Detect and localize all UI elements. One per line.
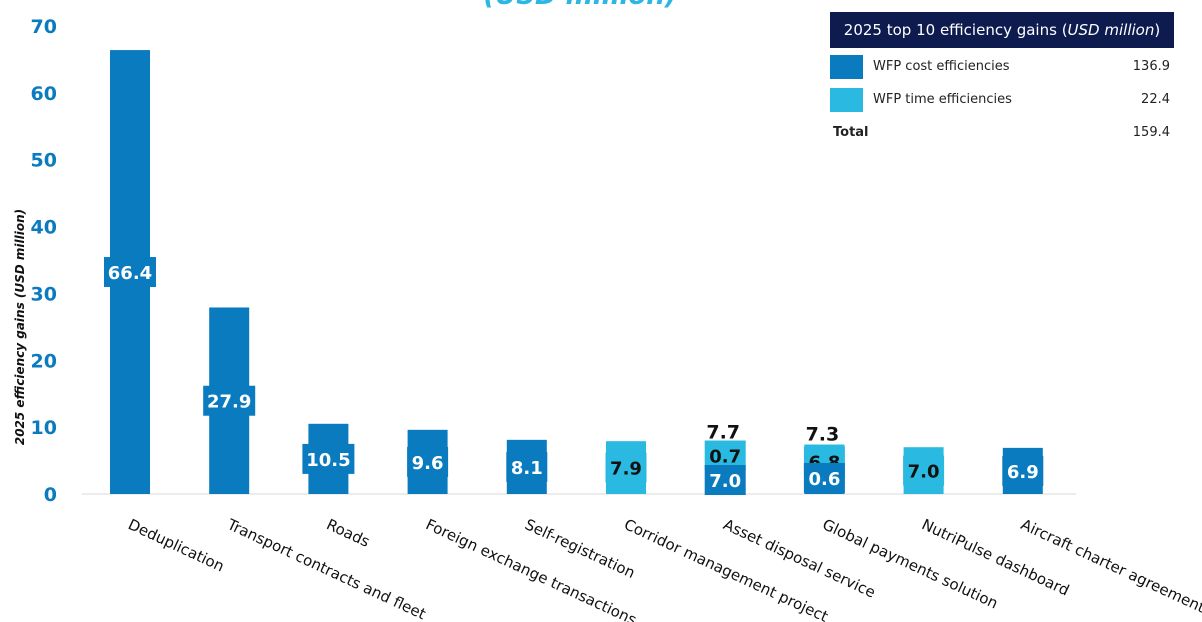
legend-title-text: 2025 top 10 efficiency gains bbox=[843, 21, 1057, 39]
data-label: 66.4 bbox=[108, 263, 152, 284]
legend-value-cost: 136.9 bbox=[1132, 59, 1170, 74]
y-tick-label: 10 bbox=[31, 417, 57, 439]
data-label-box bbox=[1002, 455, 1044, 486]
data-label: 10.5 bbox=[306, 450, 350, 471]
data-label: 7.9 bbox=[610, 459, 642, 480]
y-axis-label: 2025 efficiency gains (USD million) bbox=[13, 209, 27, 445]
legend-label-cost: WFP cost efficiencies bbox=[873, 59, 1010, 74]
data-label-box bbox=[302, 443, 355, 474]
legend-swatch-time bbox=[830, 88, 863, 112]
data-label: 27.9 bbox=[207, 392, 251, 413]
y-tick-label: 30 bbox=[31, 283, 57, 305]
y-tick-label: 50 bbox=[31, 150, 57, 172]
data-label: 6.9 bbox=[1007, 462, 1039, 483]
data-label-box bbox=[803, 463, 845, 493]
category-label: Deduplication bbox=[125, 515, 227, 575]
y-tick-label: 20 bbox=[31, 350, 57, 372]
data-label: 7.0 bbox=[908, 462, 940, 483]
data-label-box bbox=[605, 452, 647, 483]
data-label: 9.6 bbox=[412, 453, 444, 474]
legend-row-cost: WFP cost efficiencies 136.9 bbox=[830, 48, 1174, 81]
legend-label-time: WFP time efficiencies bbox=[873, 92, 1012, 107]
y-axis-ticks: 0 10 20 30 40 50 60 70 bbox=[31, 16, 57, 506]
category-label: Aircraft charter agreements bbox=[1018, 515, 1202, 620]
legend: 2025 top 10 efficiency gains (USD millio… bbox=[830, 12, 1174, 147]
y-tick-label: 40 bbox=[31, 217, 57, 239]
data-label-box bbox=[407, 446, 449, 477]
y-tick-label: 60 bbox=[31, 83, 57, 105]
legend-swatch-cost bbox=[830, 55, 863, 79]
legend-row-time: WFP time efficiencies 22.4 bbox=[830, 81, 1174, 114]
data-label-box bbox=[104, 257, 156, 288]
data-label-box bbox=[903, 455, 945, 486]
data-label: 0.6 bbox=[808, 469, 840, 490]
legend-row-total: Total 159.4 bbox=[830, 114, 1174, 147]
stack-total-label: 7.7 bbox=[706, 422, 740, 444]
y-tick-label: 0 bbox=[44, 484, 57, 506]
data-label: 8.1 bbox=[511, 458, 543, 479]
bars: 66.427.910.59.68.17.90.77.06.80.67.06.97… bbox=[104, 50, 1044, 495]
y-tick-label: 70 bbox=[31, 16, 57, 38]
data-label: 0.7 bbox=[709, 447, 741, 468]
legend-title-unit: USD million bbox=[1067, 21, 1155, 39]
data-label: 7.0 bbox=[709, 471, 741, 492]
stack-total-label: 7.3 bbox=[806, 424, 840, 446]
legend-value-time: 22.4 bbox=[1141, 92, 1170, 107]
data-label-box bbox=[506, 451, 548, 482]
chart-title-fragment: (USD million) bbox=[483, 0, 676, 11]
legend-title: 2025 top 10 efficiency gains (USD millio… bbox=[830, 12, 1174, 48]
legend-label-total: Total bbox=[833, 125, 869, 140]
category-label: Roads bbox=[324, 515, 373, 551]
legend-value-total: 159.4 bbox=[1132, 125, 1170, 140]
data-label-box bbox=[203, 385, 256, 416]
category-label: Global payments solution bbox=[820, 515, 1001, 612]
data-label-box bbox=[704, 465, 746, 495]
